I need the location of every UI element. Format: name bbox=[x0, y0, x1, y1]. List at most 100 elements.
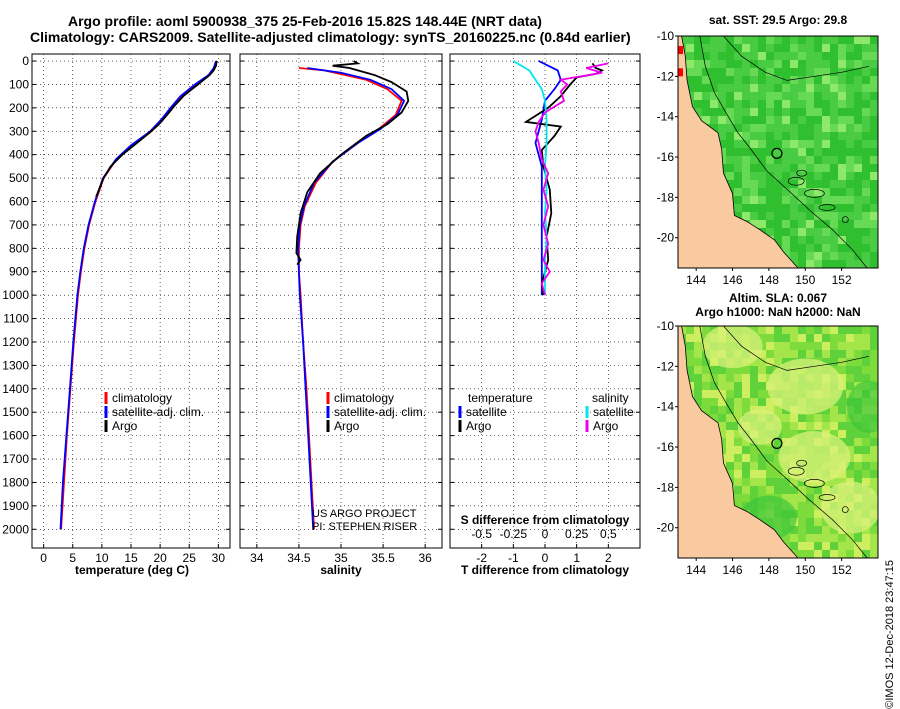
map-cell bbox=[846, 180, 854, 188]
map-cell bbox=[830, 36, 838, 44]
map-cell bbox=[854, 366, 862, 374]
map-cell bbox=[742, 212, 750, 220]
map-cell bbox=[782, 52, 790, 60]
x-tick-label: 36 bbox=[418, 551, 432, 565]
lat-tick-label: -12 bbox=[657, 359, 675, 373]
lat-tick-label: -10 bbox=[657, 29, 675, 43]
map-cell bbox=[838, 204, 846, 212]
map-cell bbox=[726, 374, 734, 382]
map-cell bbox=[750, 132, 758, 140]
map-cell bbox=[870, 244, 878, 252]
map-cell bbox=[726, 438, 734, 446]
map-cell bbox=[870, 60, 878, 68]
map-cell bbox=[790, 494, 798, 502]
map-cell bbox=[742, 84, 750, 92]
map-cell bbox=[830, 140, 838, 148]
map-cell bbox=[862, 68, 870, 76]
map-cell bbox=[822, 212, 830, 220]
map-cell bbox=[854, 236, 862, 244]
map-cell bbox=[822, 422, 830, 430]
map-cell bbox=[782, 60, 790, 68]
top-x-tick-label: 0.25 bbox=[565, 527, 589, 541]
map-cell bbox=[870, 100, 878, 108]
map-cell bbox=[750, 60, 758, 68]
map-cell bbox=[742, 446, 750, 454]
map-cell bbox=[790, 220, 798, 228]
x-tick-label: 1 bbox=[573, 551, 580, 565]
map-cell bbox=[862, 462, 870, 470]
map-cell bbox=[846, 462, 854, 470]
map-cell bbox=[694, 108, 702, 116]
map-cell bbox=[798, 164, 806, 172]
map-cell bbox=[766, 60, 774, 68]
map-cell bbox=[870, 542, 878, 550]
map-cell bbox=[822, 84, 830, 92]
map-cell bbox=[830, 196, 838, 204]
map-cell bbox=[766, 148, 774, 156]
map-cell bbox=[870, 172, 878, 180]
map-cell bbox=[846, 204, 854, 212]
map-cell bbox=[806, 526, 814, 534]
difference-top-xlabel: S difference from climatology bbox=[461, 513, 630, 527]
map-cell bbox=[846, 76, 854, 84]
map-cell bbox=[830, 172, 838, 180]
map-cell bbox=[862, 534, 870, 542]
depth-tick-label: 1600 bbox=[2, 429, 29, 443]
map-cell bbox=[806, 542, 814, 550]
x-tick-label: 10 bbox=[95, 551, 109, 565]
map-cell bbox=[838, 188, 846, 196]
salinity-xlabel: salinity bbox=[320, 563, 362, 577]
map-cell bbox=[838, 398, 846, 406]
map-cell bbox=[854, 52, 862, 60]
lon-tick-label: 146 bbox=[723, 563, 743, 577]
map-cell bbox=[846, 534, 854, 542]
map-cell bbox=[854, 204, 862, 212]
map-cell bbox=[854, 220, 862, 228]
map-cell bbox=[734, 406, 742, 414]
lon-tick-label: 150 bbox=[795, 273, 815, 287]
map-cell bbox=[742, 196, 750, 204]
map-frame bbox=[677, 325, 879, 559]
map-cell bbox=[782, 84, 790, 92]
map-cell bbox=[830, 164, 838, 172]
map-cell bbox=[694, 92, 702, 100]
map-cell bbox=[798, 108, 806, 116]
map-cell bbox=[750, 44, 758, 52]
map-cell bbox=[814, 350, 822, 358]
map-cell bbox=[862, 124, 870, 132]
map-cell bbox=[782, 140, 790, 148]
map-cell bbox=[846, 172, 854, 180]
map-cell bbox=[838, 180, 846, 188]
map-cell bbox=[766, 486, 774, 494]
map-cell bbox=[694, 44, 702, 52]
map-cell bbox=[814, 164, 822, 172]
top-x-tick-label: -0.25 bbox=[500, 527, 528, 541]
map-cell bbox=[742, 164, 750, 172]
depth-tick-label: 500 bbox=[9, 171, 29, 185]
sla-blob bbox=[820, 481, 878, 534]
map-cell bbox=[742, 204, 750, 212]
map-cell bbox=[798, 204, 806, 212]
map-cell bbox=[862, 260, 870, 268]
map-cell bbox=[870, 36, 878, 44]
map-cell bbox=[758, 398, 766, 406]
map-cell bbox=[734, 180, 742, 188]
map-cell bbox=[782, 116, 790, 124]
reef-outline bbox=[804, 189, 825, 198]
map-cell bbox=[790, 342, 798, 350]
map-cell bbox=[806, 414, 814, 422]
map-cell bbox=[766, 108, 774, 116]
map-cell bbox=[774, 68, 782, 76]
map-cell bbox=[726, 398, 734, 406]
map-cell bbox=[806, 100, 814, 108]
map-cell bbox=[830, 188, 838, 196]
map-cell bbox=[870, 526, 878, 534]
map-cell bbox=[854, 92, 862, 100]
map-cell bbox=[806, 260, 814, 268]
map-cell bbox=[830, 124, 838, 132]
sla-blob bbox=[737, 408, 782, 445]
map-cell bbox=[814, 342, 822, 350]
map-cell bbox=[710, 398, 718, 406]
map-cell bbox=[742, 116, 750, 124]
map-cell bbox=[838, 326, 846, 334]
